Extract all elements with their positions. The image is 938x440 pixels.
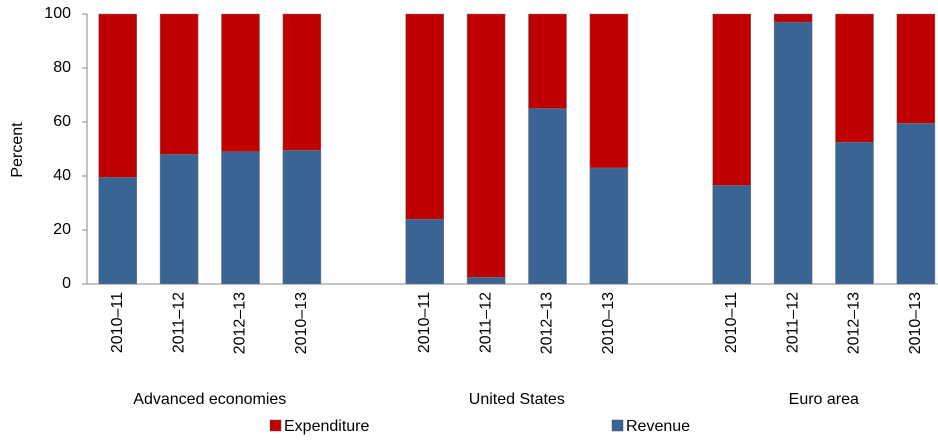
bar-segment [589, 167, 629, 285]
legend-swatch [269, 419, 282, 432]
bar-segment [282, 13, 322, 151]
bar-segment [98, 13, 137, 178]
group-label: Advanced economies [133, 391, 286, 408]
bar-segment [773, 21, 813, 285]
y-axis-label: Percent [9, 122, 26, 178]
x-tick-label: 2012–13 [232, 292, 249, 354]
x-tick-label: 2012–13 [846, 292, 863, 354]
y-tick-label: 20 [53, 221, 71, 238]
legend-swatch [611, 419, 624, 432]
bar-segment [405, 13, 444, 220]
bar-segment [835, 13, 874, 143]
bar-segment [589, 13, 629, 169]
y-tick-label: 40 [53, 167, 71, 184]
x-tick-label: 2010–13 [293, 292, 310, 354]
x-tick-label: 2011–12 [784, 292, 801, 353]
bar-segment [466, 277, 506, 285]
bar-segment [773, 13, 813, 23]
x-tick-label: 2012–13 [539, 292, 556, 354]
x-tick-label: 2010–13 [907, 292, 924, 354]
y-tick-label: 100 [44, 5, 71, 22]
x-tick-label: 2010–11 [416, 292, 433, 353]
x-tick-label: 2010–11 [723, 292, 740, 353]
bar-segment [282, 150, 322, 285]
legend-label: Expenditure [284, 418, 369, 435]
x-tick-label: 2010–13 [600, 292, 617, 354]
legend-label: Revenue [626, 418, 690, 435]
x-tick-label: 2010–11 [109, 292, 126, 353]
bar-segment [896, 13, 936, 124]
bar-segment [159, 154, 199, 285]
x-tick-label: 2011–12 [477, 292, 494, 353]
bar-segment [221, 151, 260, 285]
bar-segment [159, 13, 199, 155]
x-tick-label: 2011–12 [170, 292, 187, 353]
bar-segment [466, 13, 506, 278]
bar-segment [98, 177, 137, 285]
bar-segment [712, 13, 751, 186]
bar-segment [528, 13, 567, 109]
bar-segment [221, 13, 260, 152]
bar-segment [712, 185, 751, 285]
y-tick-label: 0 [62, 275, 71, 292]
y-tick-label: 80 [53, 59, 71, 76]
y-tick-label: 60 [53, 113, 71, 130]
bar-segment [896, 123, 936, 285]
bar-segment [528, 108, 567, 285]
group-label: United States [469, 391, 565, 408]
bar-segment [835, 142, 874, 285]
group-label: Euro area [789, 391, 859, 408]
bar-segment [405, 218, 444, 285]
